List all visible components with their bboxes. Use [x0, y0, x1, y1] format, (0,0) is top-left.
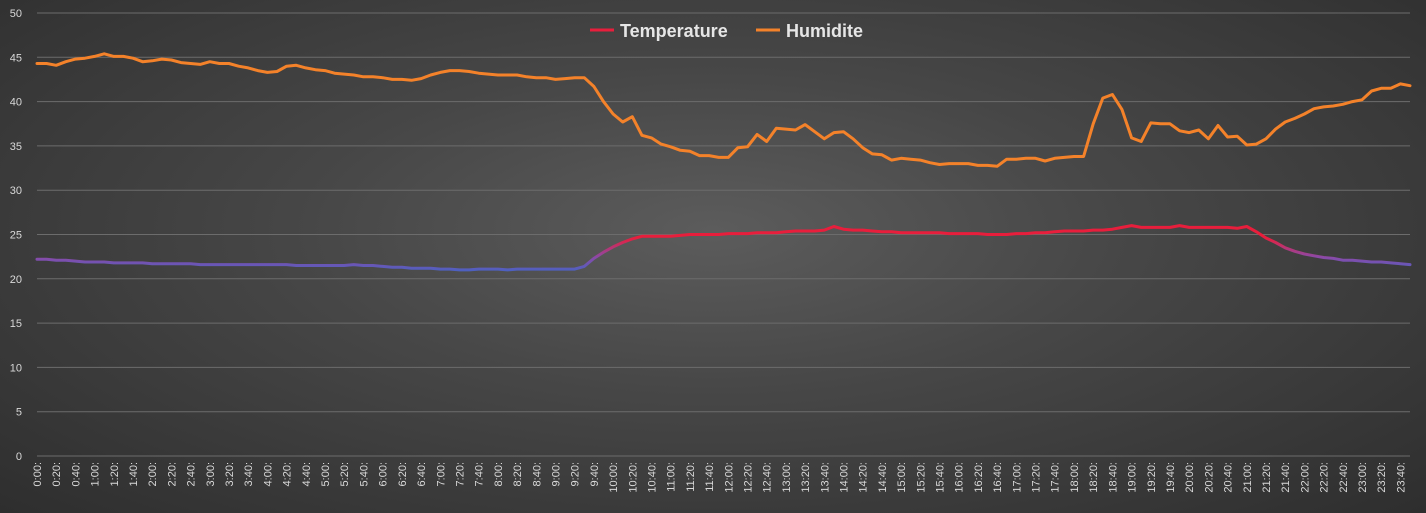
y-tick-label: 20 [10, 274, 22, 286]
x-tick-label: 0:40: [70, 462, 82, 486]
legend-label-humidite: Humidite [786, 21, 863, 41]
x-tick-label: 23:20: [1376, 462, 1388, 493]
x-tick-label: 15:00: [896, 462, 908, 493]
y-tick-label: 30 [10, 185, 22, 197]
x-tick-label: 11:40: [704, 462, 716, 492]
x-tick-label: 18:40: [1107, 462, 1119, 493]
x-tick-label: 22:20: [1319, 462, 1331, 493]
x-tick-label: 7:00: [435, 462, 447, 486]
y-tick-label: 40 [10, 97, 22, 109]
y-tick-label: 50 [10, 8, 22, 20]
x-tick-label: 16:20: [973, 462, 985, 493]
x-tick-label: 21:00: [1242, 462, 1254, 493]
x-tick-label: 6:20: [397, 462, 409, 486]
y-tick-label: 25 [10, 230, 22, 242]
x-tick-label: 15:40: [935, 462, 947, 493]
x-tick-label: 2:00: [147, 462, 159, 486]
x-tick-label: 17:00: [1011, 462, 1023, 493]
x-tick-label: 12:20: [743, 462, 755, 493]
x-tick-label: 19:20: [1146, 462, 1158, 493]
x-tick-label: 11:00: [666, 462, 678, 492]
x-tick-label: 12:00: [723, 462, 735, 493]
x-tick-label: 8:20: [512, 462, 524, 486]
x-tick-label: 10:40: [646, 462, 658, 493]
x-tick-label: 0:00: [32, 462, 44, 486]
x-tick-label: 18:20: [1088, 462, 1100, 493]
x-tick-label: 1:40: [128, 462, 140, 486]
x-tick-label: 8:00: [493, 462, 505, 486]
y-tick-label: 45 [10, 52, 22, 64]
y-tick-label: 35 [10, 141, 22, 153]
x-tick-label: 7:40: [474, 462, 486, 486]
x-tick-label: 16:00: [954, 462, 966, 493]
x-tick-label: 6:00: [378, 462, 390, 486]
x-tick-label: 9:00: [550, 462, 562, 486]
x-tick-label: 5:00: [320, 462, 332, 486]
x-tick-label: 14:40: [877, 462, 889, 493]
series-line-temperature [35, 224, 1412, 272]
x-tick-label: 17:40: [1050, 462, 1062, 493]
x-tick-label: 10:20: [627, 462, 639, 493]
x-tick-label: 16:40: [992, 462, 1004, 493]
y-tick-label: 0 [16, 451, 22, 463]
x-tick-label: 3:20: [224, 462, 236, 486]
x-tick-label: 19:00: [1127, 462, 1139, 493]
x-tick-label: 2:40: [186, 462, 198, 486]
x-tick-label: 17:20: [1031, 462, 1043, 493]
x-tick-label: 5:20: [339, 462, 351, 486]
x-tick-label: 4:20: [282, 462, 294, 486]
x-tick-label: 14:00: [839, 462, 851, 493]
x-tick-label: 8:40: [531, 462, 543, 486]
x-tick-label: 9:40: [589, 462, 601, 486]
x-tick-label: 18:00: [1069, 462, 1081, 493]
x-tick-label: 20:40: [1223, 462, 1235, 493]
x-tick-label: 1:20: [109, 462, 121, 486]
x-tick-label: 22:00: [1299, 462, 1311, 493]
x-tick-label: 21:20: [1261, 462, 1273, 493]
x-tick-label: 13:00: [781, 462, 793, 493]
legend-label-temperature: Temperature [620, 21, 728, 41]
y-tick-label: 10 [10, 362, 22, 374]
x-tick-label: 23:00: [1357, 462, 1369, 493]
x-tick-label: 11:20: [685, 462, 697, 492]
series-line-humidite [35, 52, 1412, 168]
series-lines [35, 52, 1412, 272]
x-tick-label: 19:40: [1165, 462, 1177, 493]
x-tick-label: 4:00: [262, 462, 274, 486]
x-tick-label: 3:00: [205, 462, 217, 486]
x-tick-label: 14:20: [858, 462, 870, 493]
legend: Temperature Humidite [590, 21, 863, 41]
x-tick-label: 21:40: [1280, 462, 1292, 493]
x-tick-label: 2:20: [166, 462, 178, 486]
y-tick-label: 5 [16, 407, 22, 419]
x-tick-label: 12:40: [762, 462, 774, 493]
x-axis-tick-labels: 0:00: 0:20: 0:40: 1:00: 1:20: 1:40: 2:00: 2:20:… [32, 462, 1407, 493]
x-tick-label: 23:40: [1395, 462, 1407, 493]
x-tick-label: 20:20: [1203, 462, 1215, 493]
x-tick-label: 4:40: [301, 462, 313, 486]
x-tick-label: 7:20: [454, 462, 466, 486]
x-tick-label: 0:20: [51, 462, 63, 486]
y-tick-label: 15 [10, 318, 22, 330]
x-tick-label: 10:00: [608, 462, 620, 493]
x-tick-label: 15:20: [915, 462, 927, 493]
x-tick-label: 22:40: [1338, 462, 1350, 493]
x-tick-label: 5:40: [358, 462, 370, 486]
x-tick-label: 13:40: [819, 462, 831, 493]
x-tick-label: 20:00: [1184, 462, 1196, 493]
y-axis-tick-labels: 0 5 10 15 20 25 30 35 40 45 50 [10, 8, 22, 463]
x-tick-label: 1:00: [90, 462, 102, 486]
x-tick-label: 3:40: [243, 462, 255, 486]
x-tick-label: 13:20: [800, 462, 812, 493]
x-tick-label: 9:20: [570, 462, 582, 486]
x-tick-label: 6:40: [416, 462, 428, 486]
